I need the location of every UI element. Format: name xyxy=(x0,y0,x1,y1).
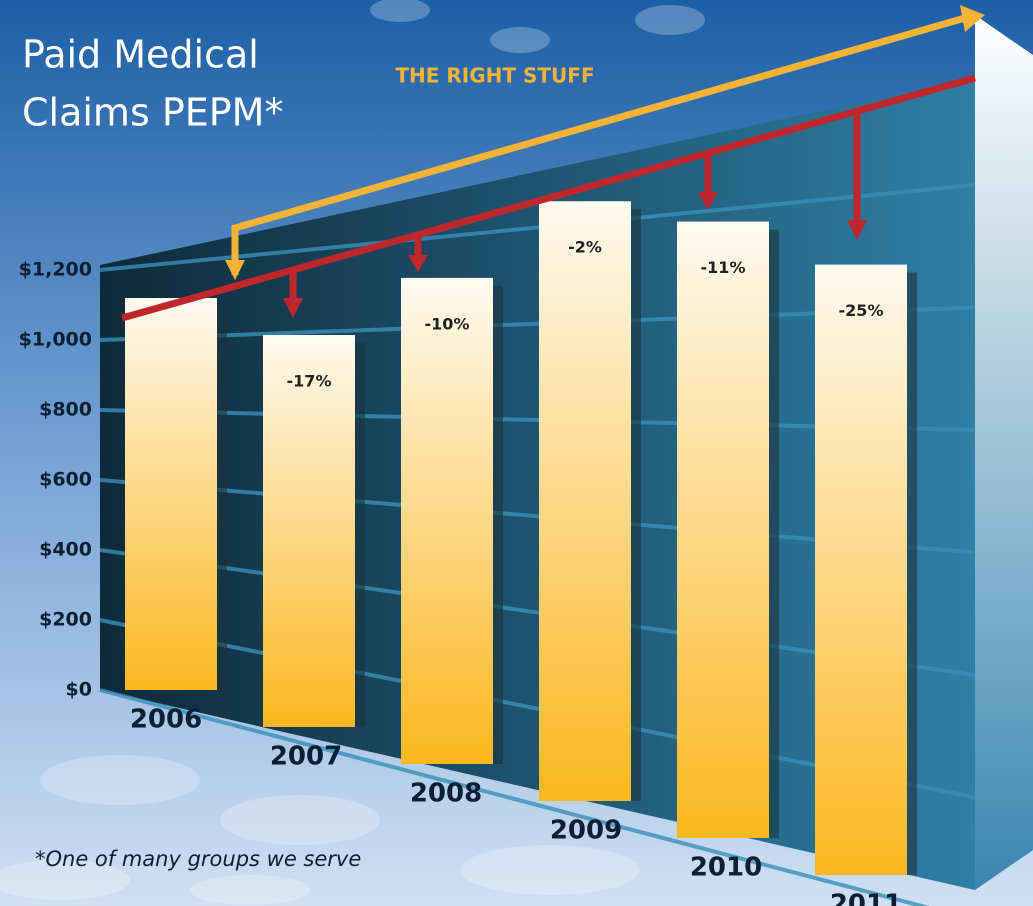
bar xyxy=(677,222,769,838)
chart: -17% -10% -2% -11% -25% Paid Medical Claims … xyxy=(0,0,1033,906)
chart-title: Claims PEPM* xyxy=(22,91,283,135)
bar xyxy=(263,335,355,727)
bar-label: -11% xyxy=(701,258,746,277)
bar xyxy=(539,201,631,801)
x-tick-label: 2008 xyxy=(410,779,482,809)
bar-shadow xyxy=(493,286,503,764)
bar-shadow xyxy=(769,230,779,838)
bar-shadow xyxy=(907,273,917,875)
bar-label: -25% xyxy=(839,301,884,320)
y-tick-label: $600 xyxy=(39,469,92,491)
y-tick-label: $1,000 xyxy=(19,329,92,351)
x-tick-label: 2010 xyxy=(690,853,762,883)
y-tick-label: $200 xyxy=(39,609,92,631)
footnote: *One of many groups we serve xyxy=(35,847,361,871)
bar xyxy=(815,265,907,875)
bar xyxy=(125,298,217,690)
bar-shadow xyxy=(355,343,365,727)
chart-subtitle: THE RIGHT STUFF xyxy=(395,64,594,88)
bar xyxy=(401,278,493,764)
side-wall xyxy=(975,15,1033,890)
y-tick-label: $400 xyxy=(39,539,92,561)
x-tick-label: 2006 xyxy=(130,705,202,735)
y-tick-label: $1,200 xyxy=(19,259,92,281)
bar-label: -17% xyxy=(287,372,332,391)
bar-shadow xyxy=(631,209,641,801)
x-tick-label: 2011 xyxy=(830,890,902,906)
y-tick-label: $800 xyxy=(39,399,92,421)
chart-title: Paid Medical xyxy=(22,33,259,77)
x-tick-label: 2007 xyxy=(270,742,342,772)
y-tick-label: $0 xyxy=(66,679,92,701)
bar-shadow xyxy=(217,306,227,690)
x-tick-label: 2009 xyxy=(550,816,622,846)
bar-label: -10% xyxy=(425,314,470,333)
bar-label: -2% xyxy=(568,238,602,257)
